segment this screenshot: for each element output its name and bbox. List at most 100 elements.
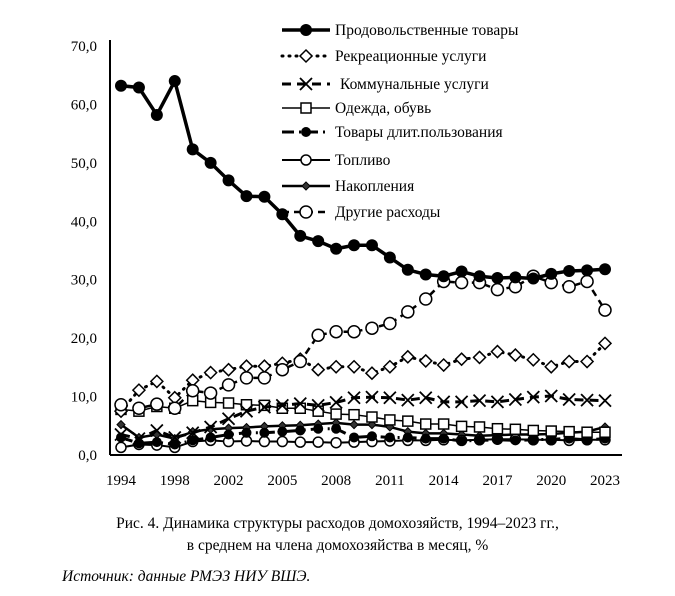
data-point-communal <box>168 430 182 445</box>
data-point-communal <box>150 423 164 438</box>
data-point-communal <box>365 390 379 404</box>
data-point-other <box>185 383 200 398</box>
data-point-communal <box>383 391 397 405</box>
data-point-other <box>365 321 379 335</box>
data-point-communal <box>257 400 272 414</box>
series-line-fuel <box>120 438 605 449</box>
data-point-recreation <box>239 359 254 374</box>
data-point-fuel <box>294 436 307 448</box>
data-point-communal <box>562 392 576 407</box>
legend-item-communal: Коммунальные услуги <box>282 76 489 93</box>
data-point-recreation <box>436 357 451 373</box>
data-point-clothing <box>473 421 486 433</box>
y-tick-label: 0,0 <box>78 448 97 464</box>
data-point-other <box>203 386 218 400</box>
data-point-clothing <box>366 411 378 423</box>
x-tick-label: 2017 <box>482 473 513 489</box>
data-point-food <box>599 263 611 276</box>
data-point-food <box>204 156 217 169</box>
data-point-durables <box>474 435 485 446</box>
data-point-durables <box>223 429 234 440</box>
data-point-communal <box>401 393 415 407</box>
data-point-fuel <box>115 441 127 454</box>
data-point-food <box>150 108 163 121</box>
data-point-food <box>545 267 558 280</box>
data-point-other <box>275 362 290 377</box>
data-point-food <box>330 242 343 255</box>
legend-item-durables: Товары длит.пользования <box>282 124 503 141</box>
data-point-communal <box>454 395 469 409</box>
data-point-durables <box>241 427 252 438</box>
x-tick-label: 2020 <box>536 473 566 489</box>
data-point-savings <box>349 419 359 430</box>
data-point-food <box>581 264 594 277</box>
data-point-other <box>418 292 433 306</box>
figure-caption-line-2: в среднем на члена домохозяйства в месяц… <box>186 537 489 554</box>
data-point-clothing <box>348 408 360 421</box>
data-point-food <box>473 270 486 283</box>
legend-marker-icon <box>300 102 312 114</box>
data-point-other <box>598 303 612 317</box>
data-point-durables <box>420 433 431 444</box>
data-point-food <box>401 263 414 276</box>
data-point-other <box>490 282 505 297</box>
data-point-recreation <box>454 352 469 367</box>
legend-label: Другие расходы <box>335 204 441 221</box>
data-point-communal <box>221 412 236 426</box>
data-point-food <box>437 270 450 283</box>
data-point-fuel <box>312 436 324 448</box>
y-tick-label: 20,0 <box>71 331 97 347</box>
legend-marker-icon <box>299 77 313 91</box>
legend-item-other: Другие расходы <box>282 204 441 221</box>
legend-label: Одежда, обувь <box>335 100 431 117</box>
y-tick-label: 70,0 <box>71 39 97 55</box>
data-point-recreation <box>508 348 523 363</box>
data-point-durables <box>313 423 324 434</box>
data-point-communal <box>203 420 218 434</box>
data-point-other <box>454 275 469 290</box>
series-line-recreation <box>119 341 607 413</box>
data-point-durables <box>295 425 306 436</box>
legend-item-food: Продовольственные товары <box>282 22 519 39</box>
data-point-recreation <box>544 359 559 374</box>
data-point-durables <box>366 431 377 442</box>
series-durables <box>116 423 610 450</box>
data-point-food <box>222 174 235 187</box>
data-point-food <box>294 229 307 242</box>
data-point-durables <box>402 432 413 443</box>
x-tick-label: 2014 <box>429 473 460 489</box>
legend-label: Рекреационные услуги <box>335 48 486 65</box>
data-point-clothing <box>402 415 414 427</box>
data-point-recreation <box>490 344 505 359</box>
data-point-food <box>563 264 576 277</box>
data-point-recreation <box>472 350 487 365</box>
legend-label: Продовольственные товары <box>335 22 519 39</box>
data-point-fuel <box>258 435 271 448</box>
data-point-food <box>240 190 253 203</box>
x-tick-label: 2011 <box>375 473 404 489</box>
x-tick-label: 1998 <box>160 473 190 489</box>
data-point-communal <box>132 432 146 446</box>
data-point-food <box>491 271 504 284</box>
data-point-communal <box>526 390 540 404</box>
data-point-food <box>276 208 289 221</box>
series-line-savings <box>120 421 606 440</box>
legend-label: Товары длит.пользования <box>335 124 503 141</box>
data-point-durables <box>492 434 503 445</box>
data-point-other <box>132 401 146 416</box>
data-point-other <box>150 397 164 411</box>
data-point-food <box>383 251 396 264</box>
legend-label: Накопления <box>335 178 414 195</box>
data-point-recreation <box>562 354 577 369</box>
data-point-communal <box>329 395 343 410</box>
data-point-durables <box>259 427 270 438</box>
data-point-durables <box>187 435 198 446</box>
legend-marker-icon <box>301 181 311 191</box>
x-tick-label: 2023 <box>590 473 620 489</box>
data-point-recreation <box>329 359 344 374</box>
data-point-recreation <box>400 349 415 364</box>
data-point-clothing <box>545 425 557 437</box>
data-point-food <box>509 271 522 284</box>
legend-item-savings: Накопления <box>282 178 414 195</box>
legend-item-recreation: Рекреационные услуги <box>280 48 486 65</box>
